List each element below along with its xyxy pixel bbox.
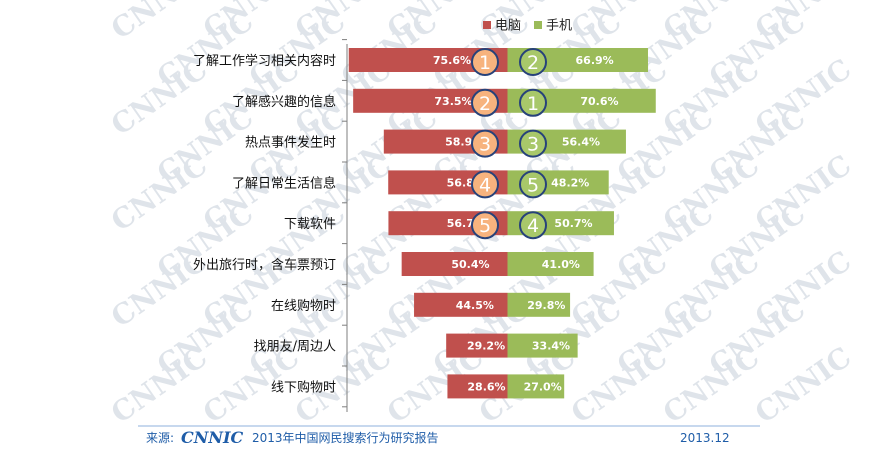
value-label-mobile: 48.2% <box>551 176 589 189</box>
rank-badge-pc <box>471 170 499 199</box>
legend-pc-label: 电脑 <box>495 19 521 34</box>
rank-number-pc: 3 <box>479 134 491 156</box>
value-label-mobile: 50.7% <box>554 217 592 230</box>
legend-mobile-label: 手机 <box>546 19 572 34</box>
rank-number-pc: 2 <box>479 93 491 115</box>
rank-badge-mobile <box>519 129 547 158</box>
category-label: 下载软件 <box>284 217 336 232</box>
rank-badge-mobile <box>519 88 547 117</box>
rank-number-pc: 4 <box>479 174 491 196</box>
rank-badge-mobile <box>519 170 547 199</box>
category-label: 了解工作学习相关内容时 <box>193 53 336 69</box>
rank-badge-mobile <box>519 211 547 240</box>
bar-pc <box>447 374 508 399</box>
category-label: 了解日常生活信息 <box>232 175 336 191</box>
rank-number-mobile: 1 <box>527 93 539 115</box>
footer-cnnic-logo: CNNIC <box>181 428 243 447</box>
rank-badges-group: 1 2 2 1 3 3 4 5 5 4 <box>471 48 547 240</box>
value-label-mobile: 41.0% <box>542 258 580 271</box>
footer-date: 2013.12 <box>680 431 730 445</box>
value-label-pc: 50.4% <box>451 258 489 271</box>
rank-number-mobile: 5 <box>527 174 539 196</box>
rank-number-pc: 5 <box>479 215 491 237</box>
rank-badge-pc <box>471 129 499 158</box>
value-label-mobile: 29.8% <box>527 299 565 312</box>
value-label-pc: 73.5% <box>434 95 472 108</box>
rank-number-mobile: 3 <box>527 134 539 156</box>
bar-pc <box>414 292 508 317</box>
value-label-pc: 28.6% <box>467 380 505 393</box>
legend-mobile-swatch <box>534 21 542 29</box>
value-label-mobile: 33.4% <box>532 340 570 353</box>
rank-number-mobile: 4 <box>527 215 539 237</box>
value-label-mobile: 56.4% <box>562 136 600 149</box>
category-label: 在线购物时 <box>271 298 336 314</box>
footer-source-prefix: 来源: <box>146 431 174 445</box>
value-label-mobile: 66.9% <box>576 54 614 67</box>
rank-number-mobile: 2 <box>527 52 539 74</box>
bar-pc <box>446 333 508 358</box>
category-label: 找朋友/周边人 <box>254 339 336 355</box>
value-label-pc: 29.2% <box>467 340 505 353</box>
bar-mobile <box>507 333 578 358</box>
rank-badge-pc <box>471 211 499 240</box>
rank-number-pc: 1 <box>479 52 491 74</box>
bar-mobile <box>507 292 571 317</box>
rank-badge-mobile <box>519 48 547 76</box>
category-label: 线下购物时 <box>271 379 336 395</box>
footer: 来源: CNNIC 2013年中国网民搜索行为研究报告 2013.12 <box>138 425 760 447</box>
category-label: 热点事件发生时 <box>245 135 336 151</box>
category-axis-ticks <box>342 39 347 408</box>
value-label-mobile: 70.6% <box>580 95 618 108</box>
bar-mobile <box>507 374 565 399</box>
value-label-pc: 44.5% <box>456 299 494 312</box>
value-label-pc: 75.6% <box>433 54 471 67</box>
legend-pc-swatch <box>483 21 491 29</box>
category-label: 了解感兴趣的信息 <box>232 94 336 110</box>
bar-mobile <box>507 252 594 276</box>
watermark-text: CNNIC <box>749 340 857 429</box>
value-label-mobile: 27.0% <box>524 380 562 393</box>
rank-badge-pc <box>471 48 499 76</box>
footer-source-title: 2013年中国网民搜索行为研究报告 <box>252 430 439 445</box>
bar-pc <box>401 252 508 276</box>
legend: 电脑 手机 <box>483 19 572 34</box>
category-label: 外出旅行时，含车票预订 <box>193 257 336 273</box>
rank-badge-pc <box>471 88 499 117</box>
